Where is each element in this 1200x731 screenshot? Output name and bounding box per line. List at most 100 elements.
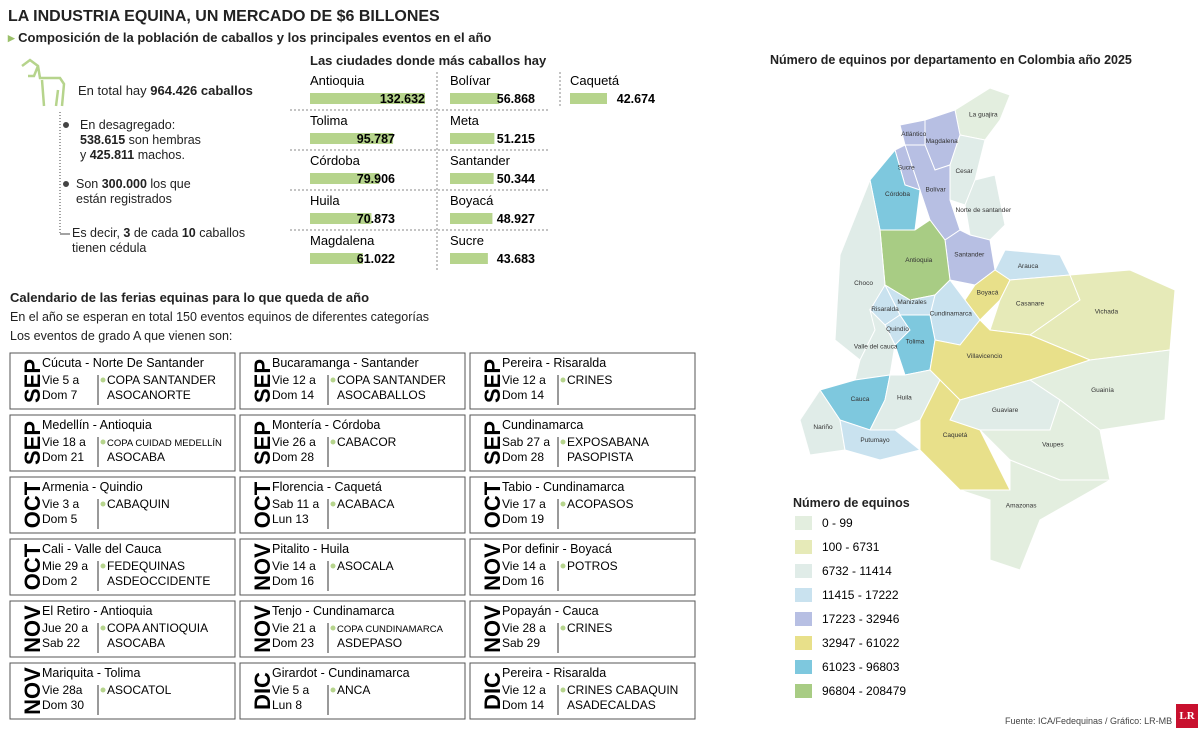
event-date: Dom 2	[42, 574, 78, 588]
summary-item: En desagregado: 538.615 son hembras y 42…	[80, 118, 201, 163]
event-box	[9, 352, 236, 410]
bar	[450, 93, 500, 104]
value: 300.000	[101, 177, 147, 191]
category-label: Magdalena	[310, 233, 375, 248]
event-dot	[100, 377, 106, 383]
summary-total: En total hay 964.426 caballos	[78, 83, 253, 98]
event-dot	[100, 501, 106, 507]
event-date: Vie 5 a	[272, 683, 309, 697]
calendar-line: Los eventos de grado A que vienen son:	[10, 329, 233, 343]
bar	[450, 253, 488, 264]
department-label: Cesar	[955, 168, 973, 175]
department	[944, 229, 996, 286]
legend-swatch	[795, 684, 812, 698]
event-box	[469, 352, 696, 410]
category-label: Antioquia	[310, 73, 365, 88]
event-month: OCT	[250, 481, 275, 528]
event-date: Lun 13	[272, 512, 309, 526]
event-place: Florencia - Caquetá	[272, 480, 382, 494]
bar	[570, 93, 608, 104]
event-date: Vie 12 a	[502, 683, 546, 697]
event-dot	[560, 377, 566, 383]
event-month: NOV	[480, 605, 505, 653]
legend-swatch	[795, 540, 812, 554]
text: machos.	[137, 148, 185, 162]
event-date: Vie 21 a	[272, 621, 316, 635]
event-place: El Retiro - Antioquia	[42, 604, 153, 618]
event-date: Dom 23	[272, 636, 314, 650]
bar	[310, 93, 425, 104]
event-month: SEP	[20, 359, 45, 403]
value-label: 70.873	[357, 212, 395, 226]
event-month: SEP	[20, 421, 45, 465]
event-box	[9, 538, 236, 596]
event-org: ASOCABALLOS	[337, 388, 426, 402]
department-label: Boyacá	[977, 290, 999, 297]
event-month: OCT	[480, 481, 505, 528]
department-label: Putumayo	[860, 437, 890, 444]
department-label: Manizales	[897, 299, 927, 306]
event-date: Vie 18 a	[42, 435, 86, 449]
department-label: Norte de santander	[956, 207, 1012, 214]
text: tienen cédula	[72, 241, 147, 255]
event-org: PASOPISTA	[567, 450, 633, 464]
event-dot	[330, 563, 336, 569]
event-box	[469, 600, 696, 658]
event-month: DIC	[480, 672, 505, 710]
event-place: Medellín - Antioquia	[42, 418, 152, 432]
department-label: Bolívar	[925, 186, 946, 193]
event-org: CABAQUIN	[107, 497, 170, 511]
legend-swatch	[795, 564, 812, 578]
legend-swatch	[795, 660, 812, 674]
category-label: Santander	[450, 153, 511, 168]
legend-swatch	[795, 588, 812, 602]
event-month: NOV	[250, 605, 275, 653]
event-date: Vie 28a	[42, 683, 83, 697]
event-place: Pereira - Risaralda	[502, 356, 606, 370]
event-box	[239, 600, 466, 658]
event-dot	[560, 687, 566, 693]
department-label: Risaralda	[871, 306, 899, 313]
value: 538.615	[80, 133, 126, 147]
event-org: POTROS	[567, 559, 618, 573]
event-date: Dom 7	[42, 388, 78, 402]
event-date: Lun 8	[272, 698, 302, 712]
event-box	[239, 414, 466, 472]
category-label: Meta	[450, 113, 480, 128]
legend-label: 61023 - 96803	[822, 660, 900, 674]
event-place: Popayán - Cauca	[502, 604, 599, 618]
value-label: 95.787	[357, 132, 395, 146]
event-dot	[560, 439, 566, 445]
department	[904, 144, 961, 241]
event-month: DIC	[250, 672, 275, 710]
bar-title: Las ciudades donde más caballos hay	[310, 53, 547, 68]
event-box	[469, 662, 696, 720]
event-box	[9, 600, 236, 658]
department-label: Huila	[897, 395, 912, 402]
source: Fuente: ICA/Fedequinas / Gráfico: LR-MB	[1005, 716, 1173, 726]
event-place: Por definir - Boyacá	[502, 542, 612, 556]
event-box	[9, 476, 236, 534]
bar	[310, 213, 372, 224]
title: LA INDUSTRIA EQUINA, UN MERCADO DE $6 BI…	[8, 8, 440, 25]
text: Son	[76, 177, 99, 191]
event-date: Vie 5 a	[42, 373, 79, 387]
legend-swatch	[795, 612, 812, 626]
event-date: Vie 17 a	[502, 497, 546, 511]
event-dot	[560, 625, 566, 631]
department-label: Quindío	[886, 326, 909, 333]
event-box	[239, 476, 466, 534]
value-label: 42.674	[617, 92, 655, 106]
department-label: Vaupes	[1042, 441, 1064, 448]
event-date: Dom 30	[42, 698, 84, 712]
department-label: Magdalena	[926, 138, 959, 145]
event-org: CRINES CABAQUIN	[567, 683, 678, 697]
event-org: CRINES	[567, 373, 612, 387]
event-place: Bucaramanga - Santander	[272, 356, 419, 370]
legend-label: 11415 - 17222	[822, 588, 899, 602]
text: En desagregado:	[80, 118, 176, 132]
category-label: Bolívar	[450, 73, 491, 88]
legend-swatch	[795, 636, 812, 650]
department-label: Atlántico	[901, 131, 926, 138]
